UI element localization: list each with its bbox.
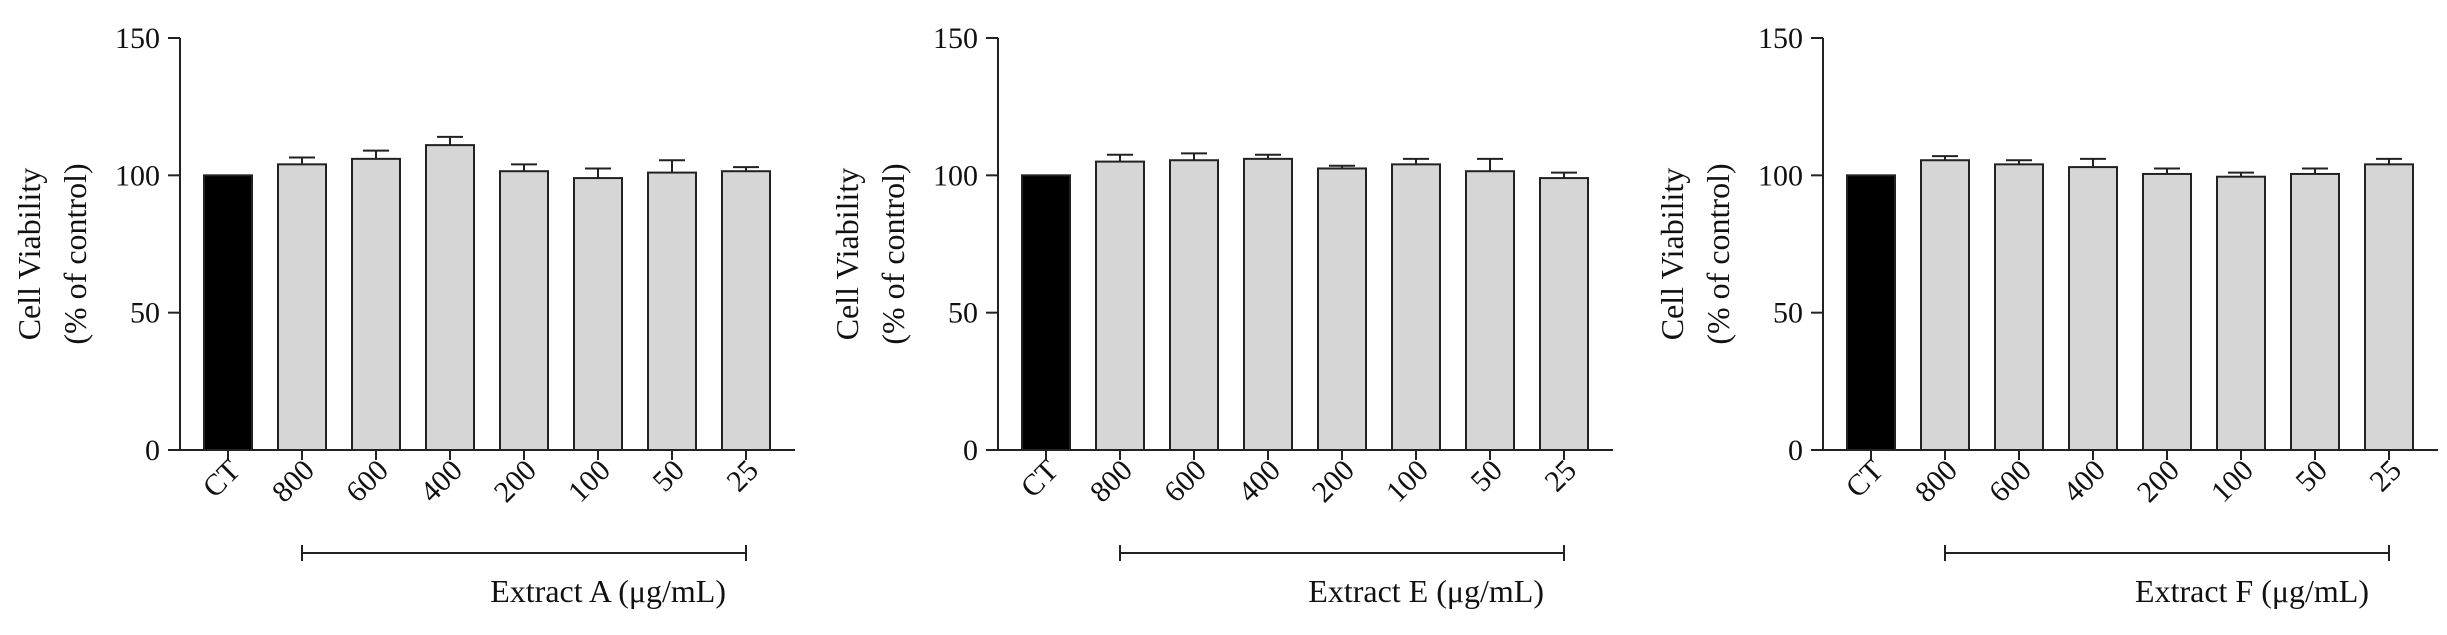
x-tick-label: 50	[1464, 454, 1509, 499]
y-axis-title: (% of control)	[57, 163, 93, 344]
y-tick-label: 150	[933, 22, 978, 55]
x-tick-label: 400	[414, 454, 469, 509]
x-tick-label: CT	[197, 454, 247, 504]
chart-panel-2: 0 50 100 150 Cell Viability (% of control) CT 8…	[829, 22, 1613, 609]
y-tick-label: 0	[963, 434, 978, 467]
x-tick-label: 200	[2131, 454, 2186, 509]
x-tick-label: 800	[266, 454, 321, 509]
x-tick-label: 800	[1084, 454, 1139, 509]
group-label: Extract E (μg/mL)	[1308, 573, 1544, 609]
x-tick-label: 600	[340, 454, 395, 509]
y-tick-label: 50	[1773, 297, 1803, 330]
x-tick-label: 600	[1158, 454, 1213, 509]
bar	[1920, 159, 1970, 452]
group-label: Extract A (μg/mL)	[490, 573, 726, 609]
y-tick-label: 100	[115, 159, 160, 192]
bar	[1391, 163, 1441, 451]
x-tick-label: 100	[562, 454, 617, 509]
x-tick-label: 50	[646, 454, 691, 499]
y-tick-label: 0	[145, 434, 160, 467]
y-tick-label: 100	[933, 159, 978, 192]
x-tick-label: 50	[2289, 454, 2334, 499]
bar	[2142, 172, 2192, 452]
x-tick-label: CT	[1840, 454, 1890, 504]
bar	[1846, 174, 1896, 451]
bar	[2364, 163, 2414, 451]
x-tick-label: 200	[488, 454, 543, 509]
y-axis-title: (% of control)	[875, 163, 911, 344]
bar	[2290, 172, 2340, 452]
bar	[1465, 170, 1515, 451]
x-tick-label: 600	[1983, 454, 2038, 509]
bar	[277, 163, 327, 451]
y-tick-label: 0	[1788, 434, 1803, 467]
bar	[351, 157, 401, 451]
x-tick-label: 25	[1538, 454, 1583, 499]
x-tick-label: 100	[1380, 454, 1435, 509]
y-axis-title: Cell Viability	[829, 168, 865, 341]
y-axis-title: Cell Viability	[1654, 168, 1690, 341]
bar	[1095, 160, 1145, 451]
y-axis-title: (% of control)	[1700, 163, 1736, 344]
y-tick-label: 50	[130, 297, 160, 330]
bar	[1994, 163, 2044, 451]
x-tick-label: CT	[1015, 454, 1065, 504]
x-tick-label: 400	[2057, 454, 2112, 509]
x-tick-label: 400	[1232, 454, 1287, 509]
y-tick-label: 100	[1758, 159, 1803, 192]
chart-panel-3: 0 50 100 150 Cell Viability (% of control) CT 8…	[1654, 22, 2438, 609]
x-tick-label: 25	[2363, 454, 2408, 499]
bar	[721, 170, 771, 451]
bar	[1243, 157, 1293, 451]
bar	[2068, 166, 2118, 452]
bar	[1021, 174, 1071, 451]
bar	[647, 171, 697, 451]
x-tick-label: 800	[1909, 454, 1964, 509]
bar	[1169, 159, 1219, 452]
y-tick-label: 50	[948, 297, 978, 330]
bar	[1317, 167, 1367, 451]
bar	[2216, 175, 2266, 451]
y-axis-title: Cell Viability	[11, 168, 47, 341]
y-tick-label: 150	[1758, 22, 1803, 55]
y-tick-label: 150	[115, 22, 160, 55]
bar	[425, 144, 475, 451]
bar	[1539, 177, 1589, 452]
x-tick-label: 25	[720, 454, 765, 499]
bar	[499, 170, 549, 451]
group-label: Extract F (μg/mL)	[2135, 573, 2369, 609]
bar	[573, 177, 623, 452]
x-tick-label: 100	[2205, 454, 2260, 509]
x-tick-label: 200	[1306, 454, 1361, 509]
bar	[203, 174, 253, 451]
chart-panel-1: 0 50 100 150 Cell Viability (% of control) CT 8…	[11, 22, 795, 609]
